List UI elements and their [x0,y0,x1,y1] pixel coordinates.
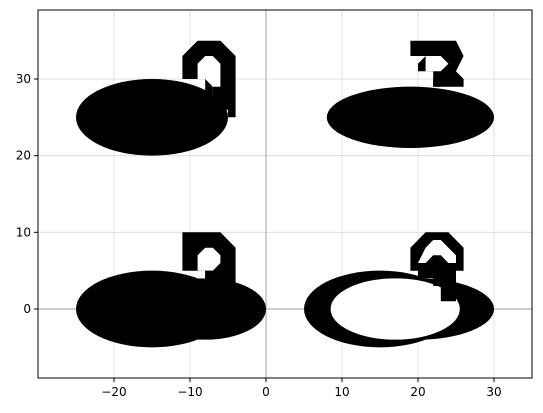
ellipse-top-right [326,86,494,148]
x-tick-label: −20 [101,385,126,399]
ellipse-bottom-left-front [144,278,266,340]
glyph-top-right-notch [433,79,441,87]
glyph-top-left-hole [197,56,221,87]
y-tick-label: 0 [23,302,31,316]
y-tick-label: 30 [16,72,31,86]
x-tick-label: 0 [262,385,270,399]
glyph-bottom-left-hole [197,247,221,271]
y-tick-label: 20 [16,149,31,163]
ellipse-top-left [76,79,228,156]
x-tick-label: 10 [334,385,349,399]
x-tick-label: 30 [486,385,501,399]
glyph-bottom-left-notch [205,270,213,286]
plot-frame [37,9,533,379]
ellipse-bottom-right-hole [330,278,460,340]
glyph-bottom-right [410,232,464,302]
glyph-top-right-hole [425,56,449,72]
glyph-bottom-left [182,232,236,294]
glyph-top-left [182,40,236,118]
glyph-top-right [410,40,464,87]
glyph-top-left-notch [205,86,213,95]
plot-marks [76,40,494,348]
glyph-bottom-right-notch [433,263,441,279]
glyph-bottom-right-hole [418,240,456,263]
axis-ticks: −20 −10 0 10 20 30 0 10 20 30 [16,72,502,399]
x-tick-label: 20 [410,385,425,399]
x-tick-label: −10 [177,385,202,399]
y-tick-label: 10 [16,225,31,239]
